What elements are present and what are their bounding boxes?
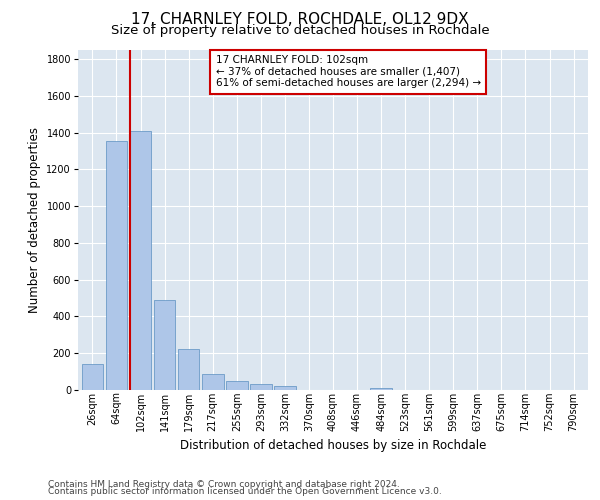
Bar <box>370 388 392 390</box>
Text: Contains public sector information licensed under the Open Government Licence v3: Contains public sector information licen… <box>48 488 442 496</box>
Bar <box>130 131 151 390</box>
Bar <box>226 381 248 390</box>
Text: Size of property relative to detached houses in Rochdale: Size of property relative to detached ho… <box>110 24 490 37</box>
Bar <box>82 364 103 390</box>
Bar <box>202 374 224 390</box>
Bar <box>154 300 175 390</box>
Bar <box>274 386 296 390</box>
Text: Contains HM Land Registry data © Crown copyright and database right 2024.: Contains HM Land Registry data © Crown c… <box>48 480 400 489</box>
X-axis label: Distribution of detached houses by size in Rochdale: Distribution of detached houses by size … <box>180 439 486 452</box>
Bar <box>178 348 199 390</box>
Y-axis label: Number of detached properties: Number of detached properties <box>28 127 41 313</box>
Text: 17, CHARNLEY FOLD, ROCHDALE, OL12 9DX: 17, CHARNLEY FOLD, ROCHDALE, OL12 9DX <box>131 12 469 28</box>
Text: 17 CHARNLEY FOLD: 102sqm
← 37% of detached houses are smaller (1,407)
61% of sem: 17 CHARNLEY FOLD: 102sqm ← 37% of detach… <box>216 55 481 88</box>
Bar <box>250 384 272 390</box>
Bar <box>106 141 127 390</box>
